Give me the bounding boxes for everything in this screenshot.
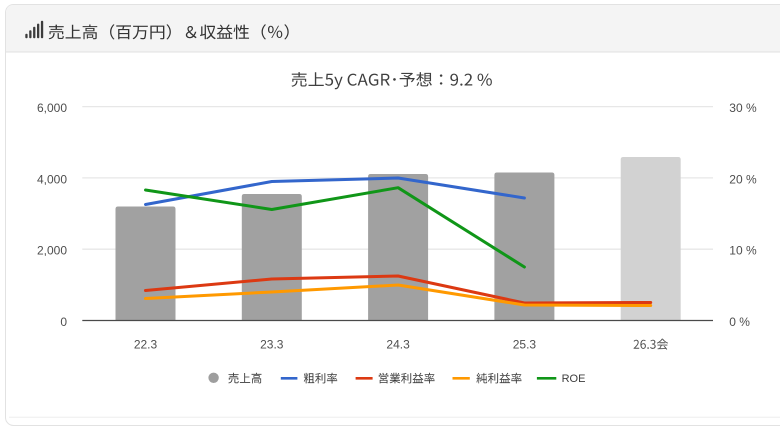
svg-text:10 %: 10 % [729, 244, 757, 258]
svg-text:30 %: 30 % [729, 101, 757, 115]
svg-text:24.3: 24.3 [386, 338, 410, 352]
svg-text:6,000: 6,000 [37, 101, 67, 115]
svg-text:2,000: 2,000 [37, 244, 67, 258]
svg-text:25.3: 25.3 [513, 338, 537, 352]
svg-text:0: 0 [60, 315, 67, 329]
svg-text:0 %: 0 % [729, 315, 750, 329]
svg-text:22.3: 22.3 [134, 338, 158, 352]
svg-text:20 %: 20 % [729, 172, 757, 186]
svg-text:ROE: ROE [562, 373, 586, 385]
svg-text:4,000: 4,000 [37, 172, 67, 186]
svg-text:23.3: 23.3 [260, 338, 284, 352]
